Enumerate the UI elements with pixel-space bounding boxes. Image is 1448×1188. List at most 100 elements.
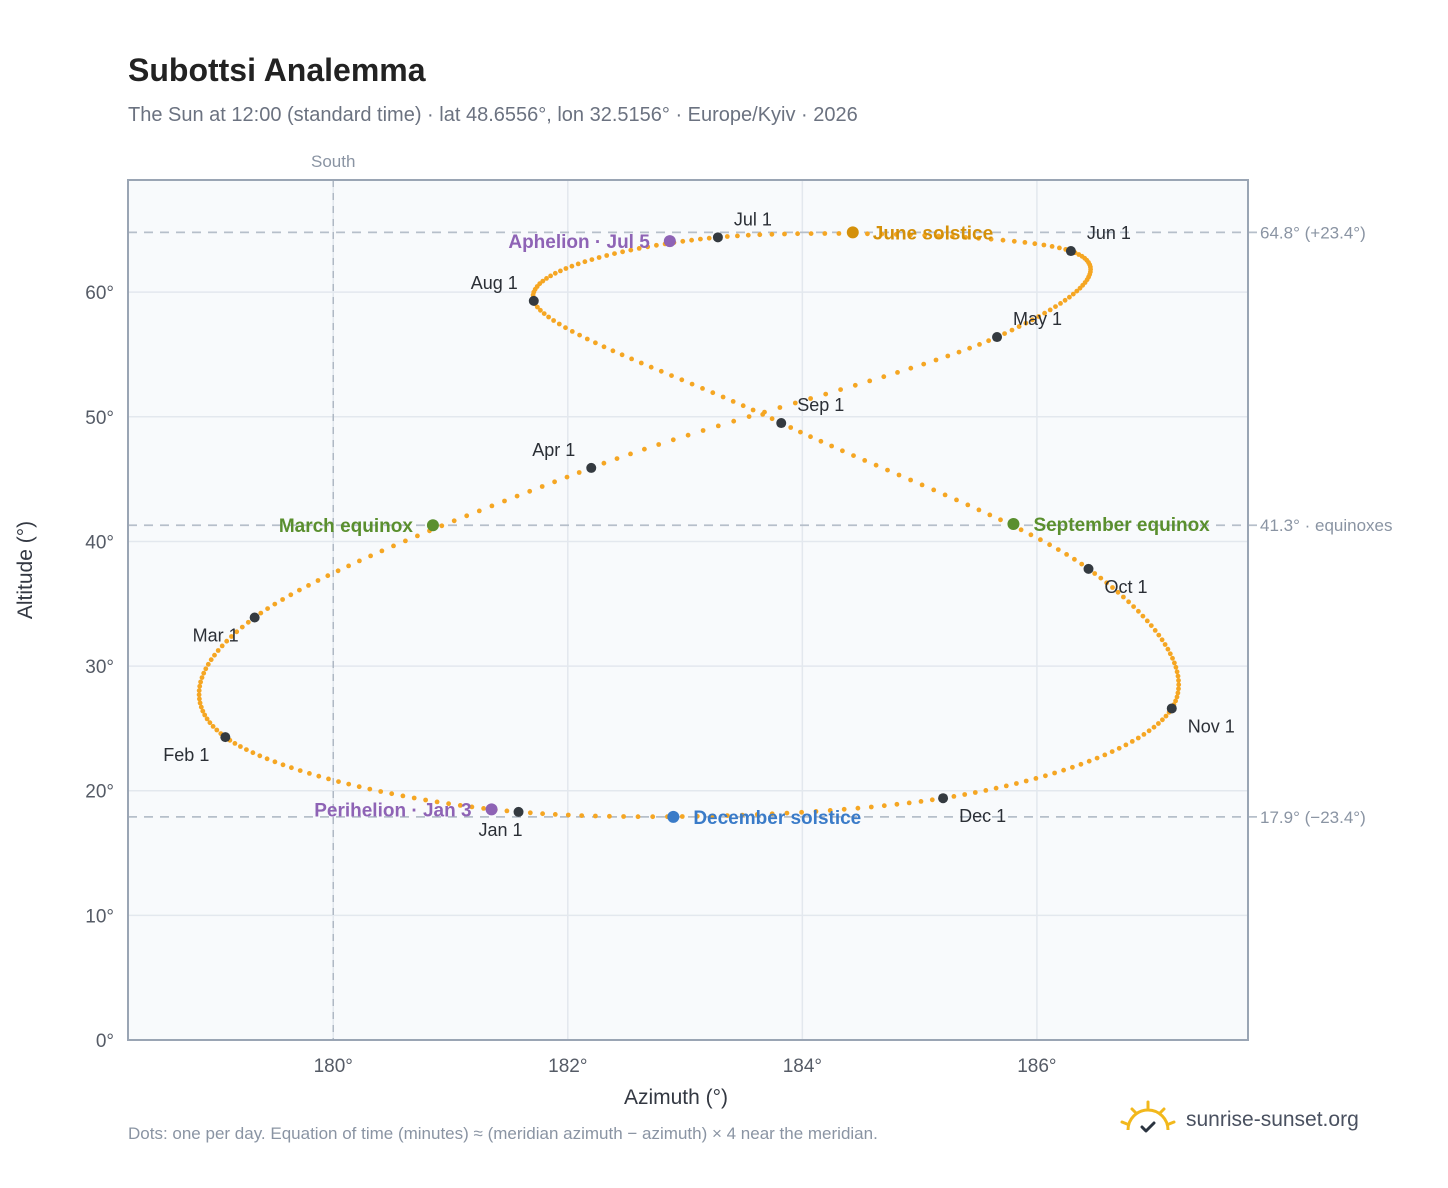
daily-dot — [569, 263, 575, 269]
daily-dot — [210, 724, 216, 729]
plot-area — [128, 180, 1248, 1040]
daily-dot — [635, 814, 641, 820]
daily-dot — [423, 797, 428, 803]
daily-dot — [700, 386, 705, 391]
daily-dot — [998, 517, 1003, 523]
x-tick-label: 180° — [314, 1056, 353, 1077]
daily-dot — [670, 437, 676, 443]
daily-dot — [865, 231, 870, 237]
daily-dot — [1052, 770, 1057, 776]
month-marker — [1083, 563, 1094, 574]
daily-dot — [280, 597, 285, 602]
daily-dot — [782, 231, 787, 237]
daily-dot — [931, 487, 937, 493]
daily-dot — [949, 234, 955, 240]
daily-dot — [777, 405, 783, 410]
daily-dot — [1110, 585, 1115, 590]
daily-dot — [818, 438, 824, 444]
daily-dot — [1023, 320, 1029, 326]
daily-dot — [593, 813, 598, 819]
daily-dot — [280, 762, 286, 768]
daily-dot — [685, 432, 691, 438]
event-marker — [1007, 518, 1020, 530]
daily-dot — [1159, 637, 1165, 643]
daily-dot — [208, 657, 214, 663]
daily-dot — [908, 365, 914, 371]
daily-dot — [881, 803, 887, 809]
daily-dot — [307, 771, 312, 776]
daily-dot — [1009, 327, 1015, 333]
daily-dot — [612, 251, 617, 256]
daily-dot — [638, 360, 644, 366]
daily-dot — [619, 352, 625, 358]
brand[interactable]: sunrise-sunset.org — [1120, 1100, 1359, 1140]
daily-dot — [906, 800, 912, 806]
y-tick-label: 60° — [85, 283, 114, 304]
daily-dot — [1162, 642, 1168, 647]
meridian-label: South — [311, 152, 355, 171]
daily-dot — [769, 231, 775, 237]
daily-dot — [645, 244, 651, 250]
daily-dot — [1175, 673, 1181, 679]
month-marker — [938, 793, 949, 804]
daily-dot — [929, 797, 935, 803]
daily-dot — [1053, 304, 1058, 309]
daily-dot — [198, 679, 204, 685]
daily-dot — [272, 759, 278, 765]
month-label: Apr 1 — [532, 440, 575, 460]
daily-dot — [601, 344, 607, 350]
daily-dot — [1028, 532, 1034, 538]
daily-dot — [1086, 758, 1092, 764]
daily-dot — [229, 634, 234, 639]
daily-dot — [476, 508, 482, 514]
daily-dot — [1116, 745, 1122, 751]
daily-dot — [862, 458, 868, 463]
daily-dot — [709, 813, 715, 819]
daily-dot — [1018, 527, 1024, 533]
daily-dot — [601, 460, 607, 466]
daily-dot — [541, 311, 547, 316]
brand-name[interactable]: sunrise-sunset.org — [1186, 1108, 1359, 1131]
daily-dot — [589, 257, 595, 262]
daily-dot — [715, 423, 721, 429]
month-label: Jun 1 — [1087, 223, 1131, 243]
daily-dot — [760, 412, 766, 417]
daily-dot — [548, 273, 553, 279]
daily-dot — [976, 507, 982, 513]
daily-dot — [563, 325, 568, 331]
daily-dot — [894, 801, 900, 807]
daily-dot — [648, 364, 654, 370]
daily-dot — [1123, 742, 1129, 748]
daily-dot — [919, 482, 925, 488]
daily-dot — [469, 804, 475, 810]
daily-dot — [1022, 240, 1028, 245]
daily-dot — [244, 747, 249, 752]
daily-dot — [893, 232, 899, 237]
daily-dot — [1098, 575, 1104, 581]
daily-dot — [1092, 571, 1098, 576]
daily-dot — [788, 425, 794, 430]
daily-dot — [642, 446, 647, 452]
daily-dot — [1011, 238, 1017, 244]
daily-dot — [378, 789, 384, 794]
daily-dot — [879, 231, 885, 237]
month-label: Jul 1 — [734, 209, 772, 229]
daily-dot — [650, 814, 656, 820]
daily-dot — [1156, 632, 1162, 638]
daily-dot — [196, 688, 202, 693]
daily-dot — [434, 799, 440, 805]
daily-dot — [219, 643, 225, 649]
daily-dot — [297, 587, 302, 593]
daily-dot — [954, 497, 959, 503]
month-marker — [586, 462, 597, 473]
daily-dot — [851, 453, 856, 458]
daily-dot — [579, 813, 585, 818]
event-label: June solstice — [873, 223, 993, 244]
daily-dot — [813, 809, 819, 814]
daily-dot — [1062, 297, 1068, 303]
month-marker — [1065, 246, 1076, 257]
daily-dot — [1032, 241, 1038, 247]
daily-dot — [769, 811, 775, 817]
daily-dot — [196, 692, 202, 698]
daily-dot — [1003, 783, 1009, 789]
